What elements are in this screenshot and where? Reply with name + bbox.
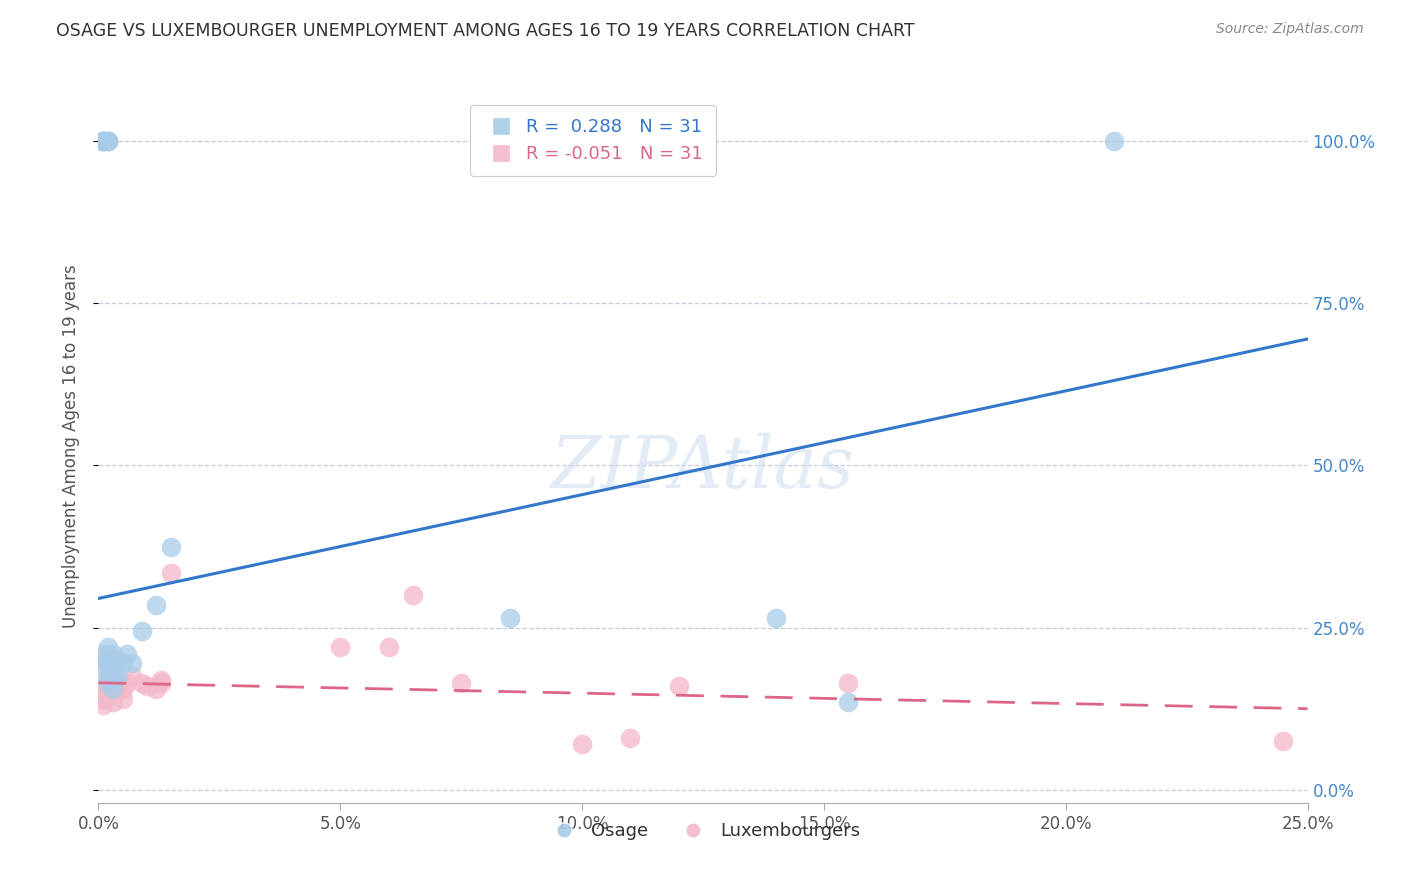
Point — [97, 134, 120, 148]
Point — [101, 679, 124, 693]
Point — [117, 675, 139, 690]
Point — [91, 682, 114, 697]
Point — [91, 666, 114, 681]
Point — [97, 653, 120, 667]
Point — [150, 675, 173, 690]
Point — [101, 657, 124, 671]
Point — [402, 588, 425, 602]
Text: ZIPAtlas: ZIPAtlas — [551, 432, 855, 503]
Point — [91, 698, 114, 713]
Point — [101, 682, 124, 697]
Point — [571, 738, 593, 752]
Point — [150, 673, 173, 687]
Legend: Osage, Luxembourgers: Osage, Luxembourgers — [538, 815, 868, 847]
Point — [111, 682, 134, 697]
Point — [1272, 734, 1295, 748]
Point — [97, 659, 120, 673]
Point — [97, 689, 120, 703]
Point — [107, 669, 129, 683]
Point — [107, 682, 129, 697]
Point — [111, 692, 134, 706]
Point — [101, 695, 124, 709]
Point — [160, 566, 183, 580]
Point — [837, 675, 859, 690]
Point — [498, 611, 520, 625]
Y-axis label: Unemployment Among Ages 16 to 19 years: Unemployment Among Ages 16 to 19 years — [62, 264, 80, 628]
Point — [131, 624, 153, 638]
Point — [91, 653, 114, 667]
Text: OSAGE VS LUXEMBOURGER UNEMPLOYMENT AMONG AGES 16 TO 19 YEARS CORRELATION CHART: OSAGE VS LUXEMBOURGER UNEMPLOYMENT AMONG… — [56, 22, 915, 40]
Point — [329, 640, 352, 654]
Point — [145, 682, 167, 697]
Point — [117, 647, 139, 661]
Point — [97, 675, 120, 690]
Point — [450, 675, 472, 690]
Point — [121, 657, 143, 671]
Point — [377, 640, 399, 654]
Point — [145, 598, 167, 612]
Point — [91, 134, 114, 148]
Point — [101, 666, 124, 681]
Point — [97, 134, 120, 148]
Point — [131, 675, 153, 690]
Point — [97, 679, 120, 693]
Text: Source: ZipAtlas.com: Source: ZipAtlas.com — [1216, 22, 1364, 37]
Point — [121, 669, 143, 683]
Point — [97, 134, 120, 148]
Point — [97, 682, 120, 697]
Point — [91, 134, 114, 148]
Point — [668, 679, 690, 693]
Point — [135, 679, 157, 693]
Point — [97, 669, 120, 683]
Point — [837, 695, 859, 709]
Point — [91, 134, 114, 148]
Point — [111, 657, 134, 671]
Point — [101, 675, 124, 690]
Point — [91, 692, 114, 706]
Point — [91, 647, 114, 661]
Point — [765, 611, 787, 625]
Point — [160, 540, 183, 554]
Point — [101, 673, 124, 687]
Point — [1102, 134, 1125, 148]
Point — [97, 675, 120, 690]
Point — [97, 640, 120, 654]
Point — [101, 647, 124, 661]
Point — [107, 653, 129, 667]
Point — [91, 134, 114, 148]
Point — [619, 731, 641, 745]
